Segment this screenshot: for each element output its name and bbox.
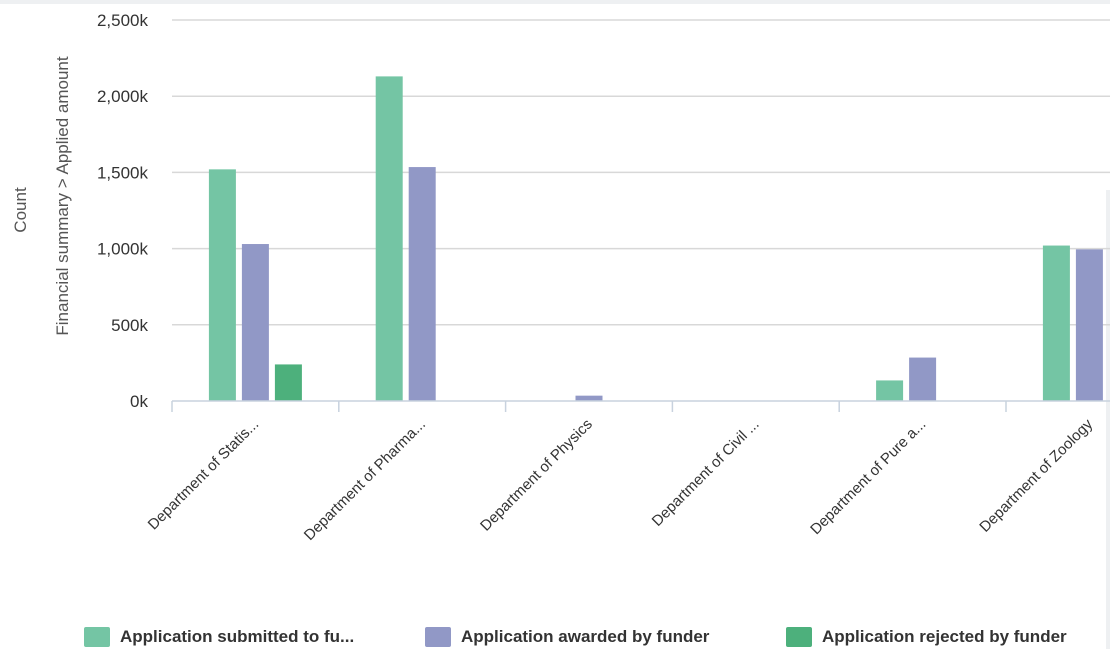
y-tick-label: 1,000k [97, 240, 149, 259]
y-axis-title: Count [11, 187, 30, 233]
legend-item[interactable]: Application awarded by funder [425, 624, 709, 649]
legend-swatch [84, 626, 110, 647]
bar[interactable] [1075, 249, 1103, 401]
bar[interactable] [408, 167, 436, 401]
x-tick-label: Department of Physics [477, 416, 596, 535]
bar[interactable] [375, 76, 403, 401]
bar-chart: 0k 500k 1,000k 1,500k 2,000k 2,500k Departmen… [11, 11, 1110, 544]
right-edge [1106, 190, 1110, 649]
x-tick-label: Department of Pure a... [807, 416, 929, 538]
grid-lines [172, 19, 1110, 326]
x-tick-label: Department of Pharma... [301, 416, 429, 544]
bar[interactable] [274, 364, 302, 401]
legend-swatch [425, 626, 451, 647]
bar[interactable] [208, 169, 236, 401]
bars [208, 76, 1103, 401]
legend-label: Application submitted to fu... [120, 626, 355, 646]
legend-label: Application rejected by funder [822, 626, 1067, 646]
x-tick-label: Department of Statis... [145, 416, 263, 534]
top-edge [0, 0, 1110, 4]
bar[interactable] [909, 357, 937, 401]
bar[interactable] [876, 380, 904, 401]
legend-swatch [786, 626, 812, 647]
legend: Application submitted to fu... Applicatio… [0, 624, 1110, 649]
y-tick-label: 1,500k [97, 163, 149, 182]
y-tick-label: 2,500k [97, 11, 149, 30]
y-axis-subtitle: Financial summary > Applied amount [53, 56, 72, 335]
bar[interactable] [1042, 245, 1070, 401]
x-tick-label: Department of Zoology [976, 415, 1096, 535]
legend-item[interactable]: Application submitted to fu... [84, 624, 354, 649]
legend-label: Application awarded by funder [461, 626, 710, 646]
bar[interactable] [241, 244, 269, 401]
y-tick-labels: 0k 500k 1,000k 1,500k 2,000k 2,500k [97, 11, 149, 411]
x-axis [171, 400, 1110, 412]
y-tick-label: 0k [130, 392, 148, 411]
y-tick-label: 2,000k [97, 87, 149, 106]
bar[interactable] [575, 395, 603, 401]
legend-item[interactable]: Application rejected by funder [786, 624, 1067, 649]
x-tick-labels: Department of Statis... Department of Pha… [145, 415, 1097, 544]
x-tick-label: Department of Civil ... [649, 416, 763, 530]
y-tick-label: 500k [111, 316, 148, 335]
